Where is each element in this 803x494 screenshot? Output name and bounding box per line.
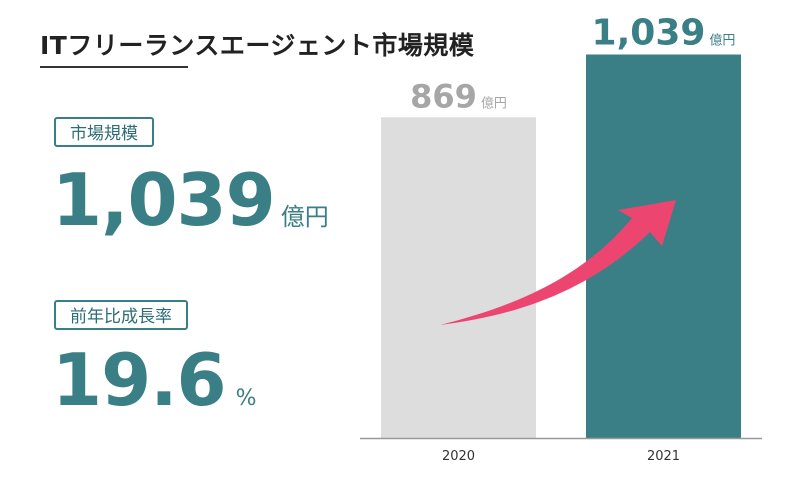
market-size-label: 市場規模 [54,117,154,147]
market-size-number: 1,039 [52,158,276,242]
growth-rate-value: 19.6% [52,338,257,422]
x-tick-label-2020: 2020 [442,449,475,464]
title-underline [40,66,188,68]
market-size-value: 1,039 億円 [52,158,329,242]
bar-2020 [381,117,536,438]
x-tick-label-2021: 2021 [647,449,680,464]
growth-rate-label: 前年比成長率 [54,300,188,330]
bar-value-label-2021: 1,039 億円 [592,13,736,54]
growth-arrow [440,200,676,325]
bar-value-label-2020: 869 億円 [410,77,507,115]
market-size-unit: 億円 [280,203,329,231]
growth-rate-unit: % [235,386,257,411]
growth-rate-number: 19.6 [52,338,227,422]
page-title: ITフリーランスエージェント市場規模 [40,31,475,60]
